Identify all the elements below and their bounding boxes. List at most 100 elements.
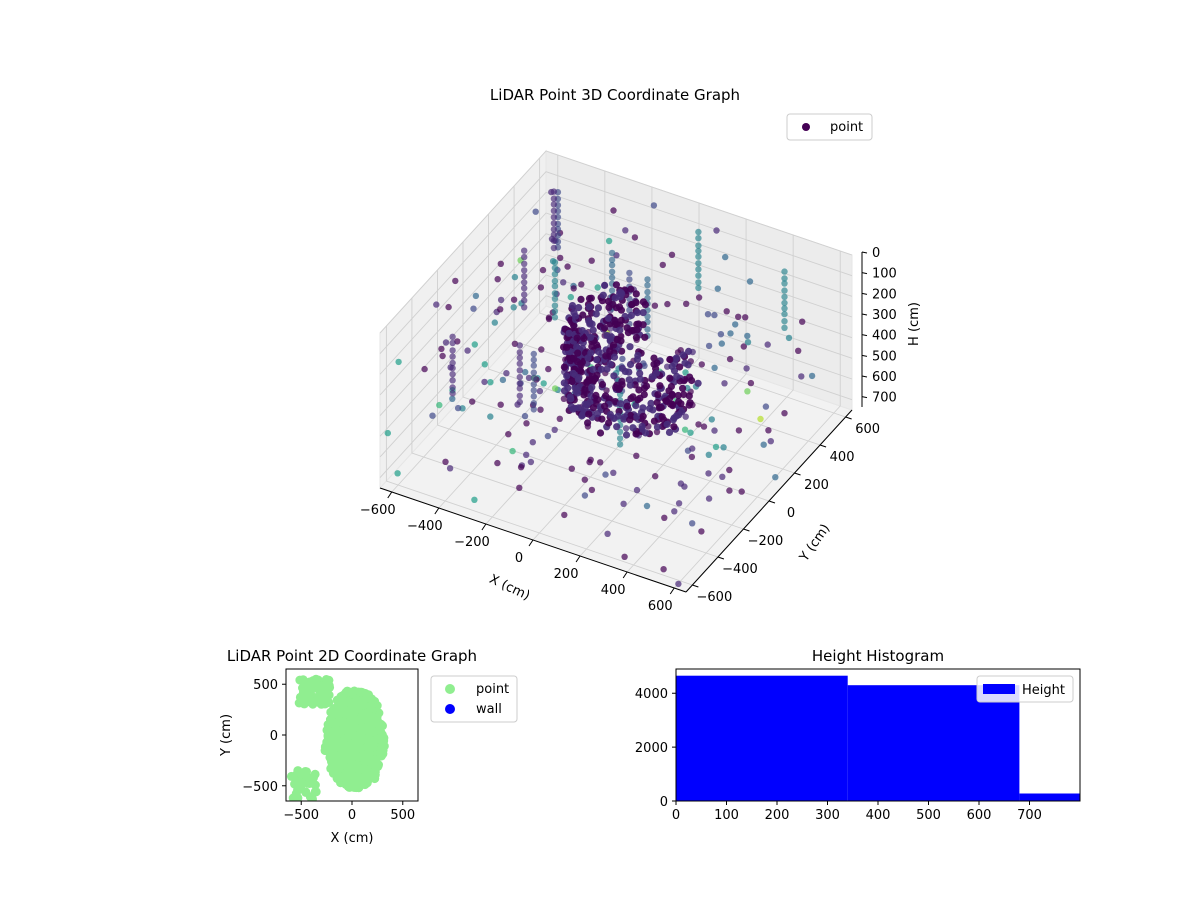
data-point-3d [471, 496, 478, 503]
x-axis-label-3d: X (cm) [487, 572, 532, 604]
data-point-2d [327, 752, 337, 762]
data-point-3d [764, 341, 771, 348]
data-point-3d [670, 423, 678, 431]
axis-layer: −600−400−2000200400600−600−400−200020040… [360, 246, 897, 614]
data-point-2d [363, 708, 373, 718]
data-point-3d [685, 347, 693, 355]
data-point-3d [511, 340, 519, 347]
data-point-3d [604, 530, 611, 537]
data-point-3d [635, 386, 643, 394]
data-point-3d [705, 495, 713, 502]
data-point-3d [516, 349, 523, 356]
data-point-3d [597, 365, 605, 373]
legend-3d-marker [802, 123, 810, 131]
data-point-3d [606, 347, 614, 355]
data-point-3d [538, 346, 545, 353]
data-point-3d [682, 413, 689, 420]
data-point-3d [530, 374, 537, 381]
data-point-3d [585, 317, 593, 325]
legend-histogram-frame [976, 675, 1074, 703]
data-point-3d [639, 298, 648, 306]
data-point-3d [685, 392, 693, 400]
data-point-3d [472, 292, 480, 300]
data-point-3d [698, 361, 705, 368]
data-point-3d [610, 469, 617, 476]
y-tick-mark [768, 500, 776, 504]
legend-wall-marker [445, 704, 455, 714]
data-point-3d [550, 220, 558, 227]
data-point-3d [626, 307, 633, 314]
data-point-3d [719, 473, 726, 480]
data-point-3d [613, 423, 621, 431]
data-point-2d [354, 752, 364, 762]
data-point-3d [781, 275, 788, 282]
x-tick-label-3d: −600 [360, 503, 396, 518]
data-point-3d [616, 326, 624, 334]
data-point-3d [530, 393, 537, 400]
y-tick-label-hist: 2000 [635, 741, 668, 756]
data-point-3d [530, 381, 537, 388]
data-point-3d [610, 372, 618, 380]
data-point-3d [740, 343, 747, 350]
data-point-3d [722, 253, 729, 261]
data-point-3d [705, 342, 713, 350]
data-point-2d [346, 774, 356, 784]
data-point-3d [436, 401, 443, 409]
data-point-3d [680, 390, 688, 399]
data-point-3d [521, 304, 528, 311]
data-point-3d [521, 279, 528, 286]
data-point-3d [521, 267, 528, 274]
y-tick-mark [743, 528, 750, 532]
data-point-2d [349, 731, 359, 741]
data-point-2d [323, 732, 333, 742]
data-point-3d [767, 438, 774, 445]
data-point-3d [545, 365, 552, 373]
h-tick-label-3d: 600 [872, 370, 897, 385]
data-point-3d [568, 377, 576, 385]
y-tick-label-2d: 500 [253, 678, 278, 693]
data-point-3d [551, 295, 559, 302]
data-point-3d [757, 415, 764, 423]
data-point-3d [609, 300, 617, 308]
data-point-2d [338, 724, 348, 734]
data-point-3d [726, 466, 733, 474]
data-point-3d [583, 379, 591, 387]
legend-3d-label: point [830, 120, 863, 135]
data-point-3d [580, 334, 588, 342]
data-point-3d [781, 310, 788, 318]
data-point-3d [636, 375, 645, 383]
data-point-3d [545, 314, 553, 321]
x-tick-label-3d: 600 [648, 599, 673, 614]
legend-wall-label: wall [476, 702, 502, 717]
data-point-3d [530, 400, 537, 407]
data-point-3d [570, 285, 577, 292]
data-point-3d [521, 260, 528, 267]
data-point-3d [574, 375, 583, 383]
data-point-2d [295, 675, 305, 685]
data-point-3d [667, 382, 676, 391]
grid-line-h [379, 191, 853, 375]
data-point-3d [623, 324, 631, 332]
data-point-3d [589, 326, 597, 334]
data-point-3d [689, 445, 696, 452]
x-tick-label-hist: 200 [765, 808, 790, 823]
data-point-3d [718, 340, 725, 347]
data-point-2d [339, 708, 349, 717]
data-point-3d [586, 458, 593, 466]
grid-line-y [411, 298, 719, 558]
data-point-3d [695, 247, 702, 255]
panel-height-histogram: Height Histogram 0 100 200 300 400 500 600 7000… [635, 647, 1081, 823]
data-point-3d [499, 376, 507, 384]
grid-line-h [379, 253, 853, 437]
data-point-3d [679, 384, 687, 392]
data-point-3d [550, 231, 558, 238]
data-point-3d [781, 287, 788, 294]
x-tick-label-2d: 500 [390, 808, 415, 823]
data-point-3d [525, 374, 533, 382]
data-point-3d [687, 429, 694, 436]
data-point-3d [521, 253, 528, 261]
data-point-3d [608, 256, 616, 264]
data-point-3d [551, 259, 559, 266]
data-point-3d [610, 353, 619, 361]
